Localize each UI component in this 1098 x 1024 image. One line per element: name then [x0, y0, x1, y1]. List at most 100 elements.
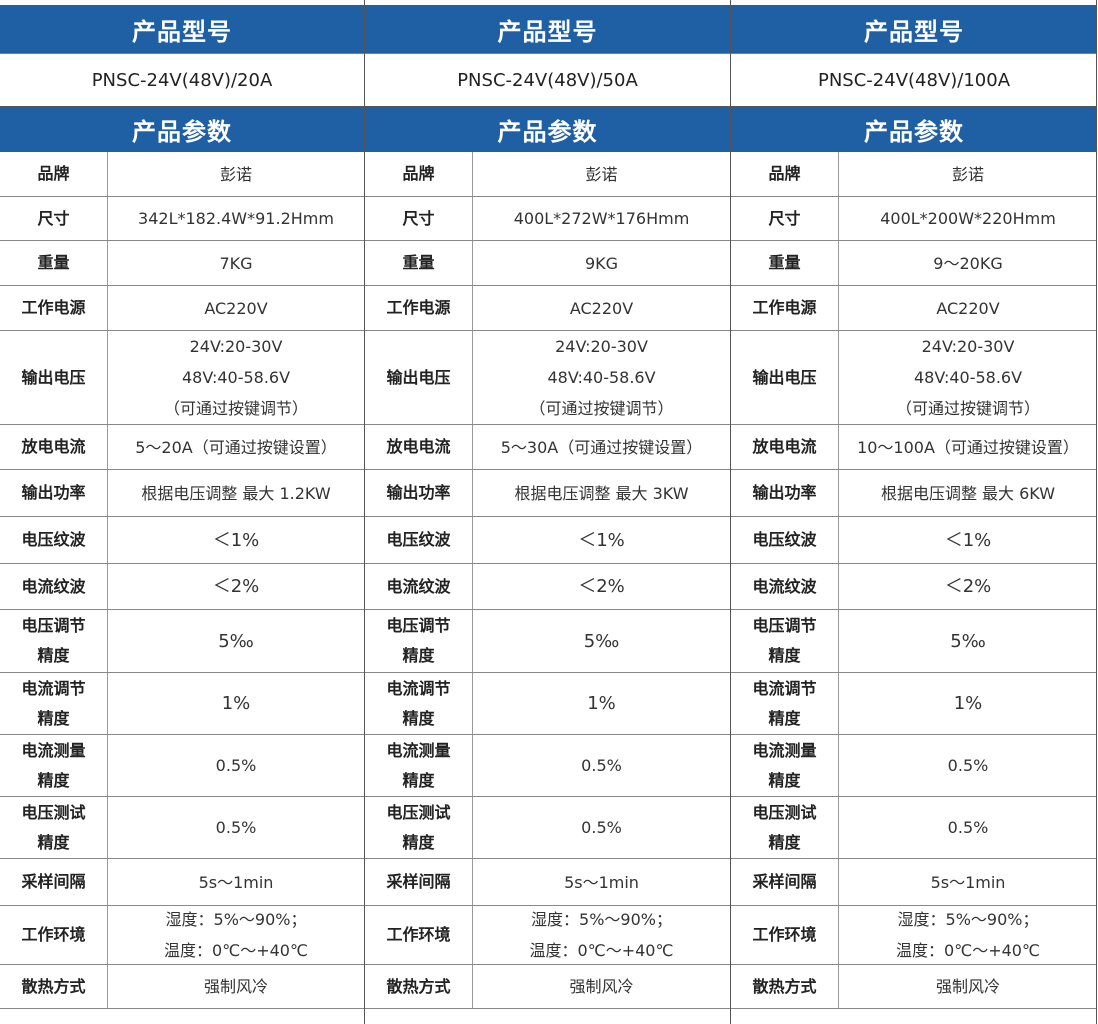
param-value-line: 彭诺 [219, 164, 252, 184]
param-value-line: （可通过按键调节） [163, 399, 308, 418]
param-label: 电压调节 精度 [365, 610, 473, 672]
param-row: 品牌 彭诺 [0, 152, 364, 197]
param-value: ＜2% [839, 564, 1097, 609]
param-value-line: 温度：0℃～+40℃ [529, 941, 674, 960]
param-value: 0.5% [473, 735, 730, 796]
param-label: 输出电压 [731, 331, 839, 424]
param-value: 强制风冷 [839, 965, 1097, 1008]
param-row: 电流纹波 ＜2% [365, 564, 730, 610]
param-label: 散热方式 [731, 965, 839, 1008]
param-value-line: 0.5% [947, 818, 989, 837]
param-label: 输出功率 [0, 470, 108, 516]
param-value: 0.5% [839, 797, 1097, 858]
param-value: 24V:20-30V 48V:40-58.6V （可通过按键调节） [108, 331, 364, 424]
param-label: 工作电源 [731, 286, 839, 330]
param-row: 工作电源 AC220V [365, 286, 730, 331]
param-label: 工作电源 [0, 286, 108, 330]
param-row: 放电电流 10～100A（可通过按键设置） [731, 425, 1097, 470]
param-row: 电流纹波 ＜2% [0, 564, 364, 610]
param-value-line: ＜1% [944, 529, 992, 551]
param-row: 尺寸 342L*182.4W*91.2Hmm [0, 197, 364, 241]
param-row: 电压调节 精度 5‰ [365, 610, 730, 673]
param-row: 电压测试 精度 0.5% [365, 797, 730, 859]
param-value-line: 1% [953, 693, 983, 714]
param-row: 工作电源 AC220V [731, 286, 1097, 331]
param-value-line: 48V:40-58.6V [913, 368, 1023, 387]
param-value: AC220V [839, 286, 1097, 330]
param-value-line: 7KG [219, 253, 253, 273]
param-row: 工作电源 AC220V [0, 286, 364, 331]
param-value: 彭诺 [108, 152, 364, 196]
param-value: 0.5% [108, 797, 364, 858]
param-row: 输出功率 根据电压调整 最大 6KW [731, 470, 1097, 517]
param-value: 强制风冷 [473, 965, 730, 1008]
param-value-line: 0.5% [581, 756, 622, 775]
param-value: 24V:20-30V 48V:40-58.6V （可通过按键调节） [473, 331, 730, 424]
param-value-line: 1% [221, 693, 251, 714]
param-value-line: （可通过按键调节） [529, 399, 674, 418]
param-label: 电流调节 精度 [731, 673, 839, 734]
param-row: 工作环境 湿度：5%～90%； 温度：0℃～+40℃ [731, 906, 1097, 965]
param-label: 工作电源 [365, 286, 473, 330]
param-label: 采样间隔 [0, 859, 108, 905]
param-value-line: 5s～1min [564, 872, 639, 892]
param-label: 电流纹波 [731, 564, 839, 609]
param-row: 品牌 彭诺 [731, 152, 1097, 197]
param-value-line: 湿度：5%～90%； [897, 910, 1039, 929]
param-label: 采样间隔 [365, 859, 473, 905]
product-column: 产品型号 PNSC-24V(48V)/100A 产品参数 品牌 彭诺 尺寸 400L*200… [731, 5, 1097, 1009]
column-divider [730, 0, 731, 1024]
param-label: 电压纹波 [731, 517, 839, 563]
param-value: ＜2% [108, 564, 364, 609]
param-value-line: 强制风冷 [569, 977, 634, 996]
param-label: 电压测试 精度 [731, 797, 839, 858]
param-row: 采样间隔 5s～1min [365, 859, 730, 906]
model-header: 产品型号 [365, 5, 730, 54]
product-column: 产品型号 PNSC-24V(48V)/50A 产品参数 品牌 彭诺 尺寸 400L*272W… [365, 5, 730, 1009]
param-value-line: ＜2% [212, 576, 260, 597]
param-row: 尺寸 400L*272W*176Hmm [365, 197, 730, 241]
param-value: 彭诺 [839, 152, 1097, 196]
param-label: 电压纹波 [0, 517, 108, 563]
param-value: 5‰ [108, 610, 364, 672]
param-row: 采样间隔 5s～1min [0, 859, 364, 906]
param-value: 湿度：5%～90%； 温度：0℃～+40℃ [108, 906, 364, 964]
param-row: 电流测量 精度 0.5% [365, 735, 730, 797]
param-value: 0.5% [473, 797, 730, 858]
param-label: 输出电压 [365, 331, 473, 424]
param-value-line: 5～30A（可通过按键设置） [500, 437, 703, 457]
param-row: 电压纹波 ＜1% [0, 517, 364, 564]
param-value-line: 342L*182.4W*91.2Hmm [138, 209, 334, 228]
param-value: 5～30A（可通过按键设置） [473, 425, 730, 469]
param-row: 重量 9～20KG [731, 241, 1097, 286]
param-value-line: 24V:20-30V [189, 337, 283, 356]
param-label: 电流纹波 [365, 564, 473, 609]
param-value-line: 400L*200W*220Hmm [880, 209, 1056, 228]
param-value: AC220V [108, 286, 364, 330]
param-value: 5s～1min [473, 859, 730, 905]
param-value: 10～100A（可通过按键设置） [839, 425, 1097, 469]
param-row: 电流测量 精度 0.5% [731, 735, 1097, 797]
param-value: 400L*272W*176Hmm [473, 197, 730, 240]
param-value-line: 温度：0℃～+40℃ [164, 941, 308, 960]
param-row: 输出功率 根据电压调整 最大 1.2KW [0, 470, 364, 517]
param-value: ＜1% [473, 517, 730, 563]
param-row: 散热方式 强制风冷 [731, 965, 1097, 1009]
param-value-line: 强制风冷 [203, 977, 268, 996]
param-row: 工作环境 湿度：5%～90%； 温度：0℃～+40℃ [0, 906, 364, 965]
param-label: 工作环境 [0, 906, 108, 964]
param-row: 放电电流 5～20A（可通过按键设置） [0, 425, 364, 470]
param-value: 彭诺 [473, 152, 730, 196]
param-label: 散热方式 [365, 965, 473, 1008]
param-row: 电压调节 精度 5‰ [731, 610, 1097, 673]
param-value-line: 0.5% [215, 756, 257, 775]
param-label: 电压测试 精度 [0, 797, 108, 858]
param-label: 电流测量 精度 [731, 735, 839, 796]
params-header: 产品参数 [0, 107, 364, 152]
param-value: 24V:20-30V 48V:40-58.6V （可通过按键调节） [839, 331, 1097, 424]
param-label: 重量 [0, 241, 108, 285]
param-label: 输出功率 [731, 470, 839, 516]
param-value: ＜1% [108, 517, 364, 563]
param-label: 电压测试 精度 [365, 797, 473, 858]
